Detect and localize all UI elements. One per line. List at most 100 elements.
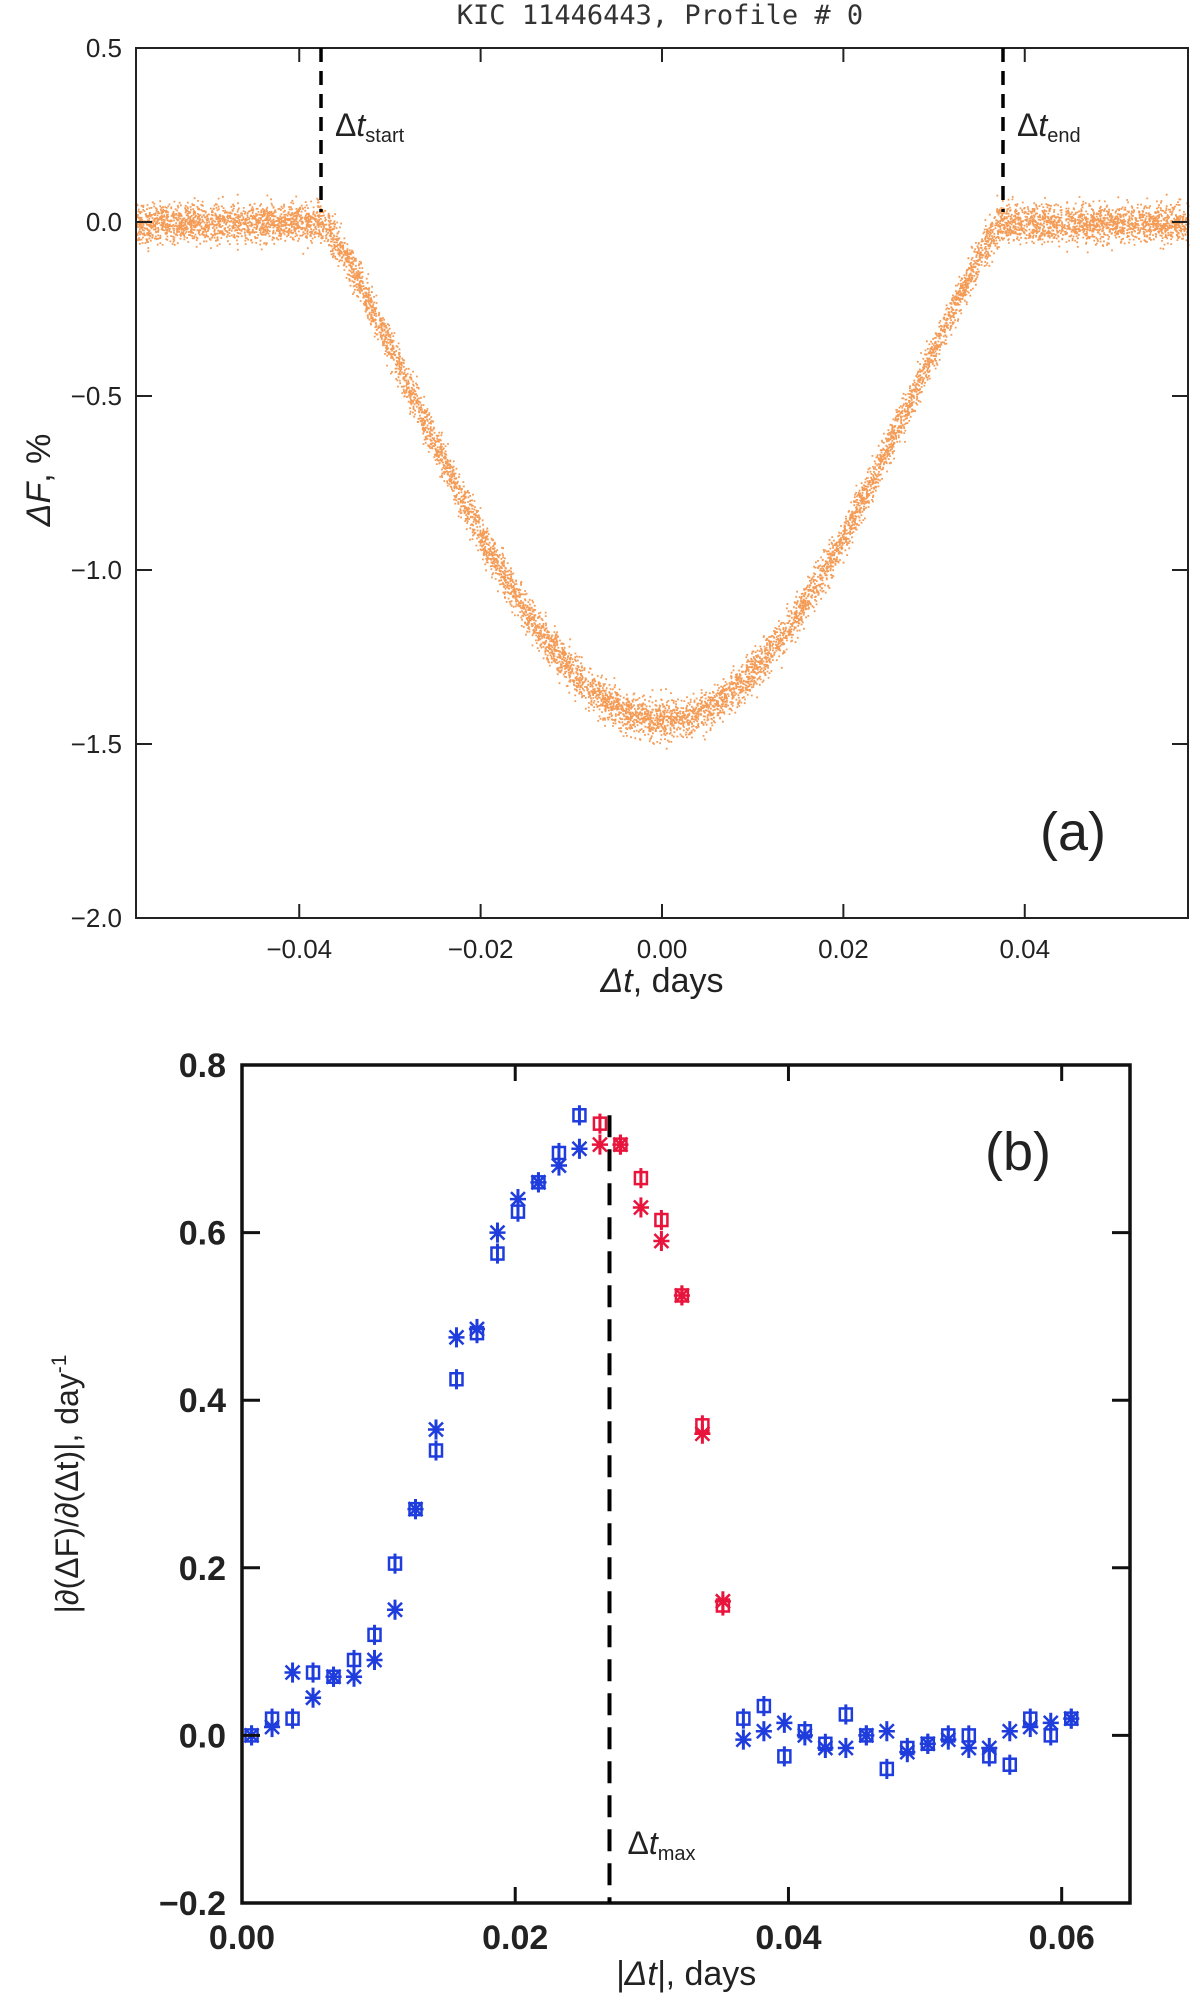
panel-b-label: (b): [985, 1122, 1051, 1182]
data-point-square: [633, 1170, 649, 1186]
panel-b-x-label: |Δt|, days: [616, 1955, 757, 1993]
data-point-square: [879, 1761, 895, 1777]
data-point-star: [1022, 1719, 1039, 1735]
data-point-square: [777, 1749, 792, 1764]
data-point-star: [591, 1136, 608, 1153]
y-tick-label: 0.5: [86, 33, 122, 63]
data-point-star: [530, 1174, 547, 1191]
data-point-square: [428, 1443, 444, 1458]
data-point-square: [1002, 1757, 1018, 1772]
y-tick-label: −2.0: [71, 903, 122, 933]
panel-a-frame: [135, 47, 1189, 919]
y-tick-label: 0.4: [179, 1382, 226, 1420]
x-tick-label: 0.00: [209, 1919, 275, 1957]
data-point-star: [673, 1287, 690, 1304]
y-tick-label: 0.8: [179, 1047, 226, 1085]
x-tick-label: −0.04: [266, 934, 332, 964]
x-tick-label: 0.04: [999, 934, 1050, 964]
data-point-star: [571, 1140, 588, 1157]
data-point-star: [919, 1735, 936, 1752]
data-point-star: [837, 1740, 854, 1756]
data-point-square: [756, 1698, 772, 1714]
data-point-square: [367, 1627, 382, 1643]
panel-b-y-ticks: 0.8 0.6 0.4 0.2 0.0 −0.2: [159, 1047, 1130, 1923]
x-tick-label: 0.04: [755, 1919, 821, 1957]
panel-b: 0.00 0.02 0.04 0.06 0.8 0.6 0.4 0.2 0.0 −0.2 |Δt…: [48, 1047, 1132, 1993]
panel-b-marker: Δtmax: [607, 1115, 696, 1903]
max-marker-label: Δtmax: [627, 1825, 695, 1865]
panel-a-x-ticks: −0.04 −0.02 0.00 0.02 0.04: [266, 48, 1050, 964]
panel-a-x-label: Δt, days: [600, 962, 724, 1000]
data-point-square: [346, 1652, 362, 1668]
data-point-star: [427, 1421, 445, 1438]
panel-b-x-ticks: 0.00 0.02 0.04 0.06: [209, 1065, 1095, 1957]
panel-b-frame: [240, 1063, 1132, 1905]
data-point-star: [694, 1425, 711, 1442]
y-tick-label: −0.5: [71, 381, 122, 411]
data-point-square: [572, 1108, 587, 1123]
x-tick-label: 0.02: [482, 1919, 548, 1957]
y-tick-label: 0.6: [179, 1215, 226, 1253]
y-tick-label: 0.0: [179, 1717, 226, 1755]
y-tick-label: −1.5: [71, 729, 122, 759]
data-point-star: [407, 1501, 424, 1518]
transit-marker-label: Δtstart: [335, 107, 405, 147]
panel-a-title: KIC 11446443, Profile # 0: [457, 0, 863, 31]
data-point-star: [284, 1664, 301, 1681]
panel-a-y-ticks: 0.5 0.0 −0.5 −1.0 −1.5 −2.0: [71, 33, 1188, 933]
panel-b-plot-area: [243, 1105, 1080, 1779]
data-point-star: [489, 1224, 506, 1241]
data-point-square: [285, 1711, 300, 1726]
data-point-star: [755, 1723, 772, 1740]
y-tick-label: 0.0: [86, 207, 122, 237]
y-tick-label: −1.0: [71, 555, 122, 585]
data-point-square: [449, 1372, 464, 1387]
data-point-square: [490, 1246, 505, 1261]
data-point-star: [899, 1744, 916, 1761]
data-point-star: [858, 1727, 875, 1744]
x-tick-label: 0.06: [1029, 1919, 1095, 1957]
panel-a-plot-area: [136, 193, 1190, 750]
data-point-star: [325, 1668, 342, 1685]
data-point-star: [345, 1668, 363, 1685]
data-point-star: [304, 1689, 322, 1706]
panel-a-y-label: ΔF, %: [20, 434, 58, 528]
data-point-star: [550, 1157, 567, 1174]
data-point-star: [653, 1233, 670, 1249]
data-point-square: [654, 1212, 669, 1228]
data-point-star: [386, 1601, 404, 1618]
y-tick-label: −0.2: [159, 1885, 226, 1923]
data-point-square: [592, 1116, 608, 1131]
data-point-star: [817, 1740, 834, 1756]
data-point-star: [1042, 1714, 1059, 1731]
data-point-star: [1001, 1723, 1018, 1740]
x-tick-label: 0.02: [818, 934, 869, 964]
data-point-star: [776, 1714, 793, 1731]
data-point-square: [838, 1707, 854, 1722]
x-tick-label: 0.00: [637, 934, 688, 964]
data-point-star: [735, 1731, 752, 1748]
data-point-star: [981, 1740, 998, 1756]
data-point-star: [468, 1321, 486, 1337]
transit-marker-label: Δtend: [1017, 107, 1081, 147]
data-point-square: [387, 1556, 403, 1571]
data-point-star: [714, 1593, 731, 1610]
x-tick-label: −0.02: [448, 934, 514, 964]
data-point-square: [305, 1665, 321, 1680]
data-point-star: [448, 1329, 465, 1346]
data-point-star: [1063, 1710, 1080, 1727]
data-point-star: [509, 1191, 527, 1207]
panel-a-markers: Δtstart Δtend: [319, 48, 1081, 212]
panel-b-y-label: |∂(ΔF)/∂(Δt)|, day-1: [48, 1354, 85, 1613]
panel-a-label: (a): [1040, 802, 1106, 862]
data-point-star: [632, 1199, 649, 1216]
data-point-star: [796, 1727, 813, 1744]
light-curve-points: [136, 193, 1190, 750]
data-point-star: [960, 1740, 977, 1756]
data-point-star: [612, 1136, 629, 1153]
data-point-star: [366, 1652, 383, 1668]
data-point-star: [940, 1731, 957, 1748]
panel-a: KIC 11446443, Profile # 0 −0.04 −0.02 0.00…: [20, 0, 1190, 1000]
data-point-square: [736, 1711, 751, 1726]
